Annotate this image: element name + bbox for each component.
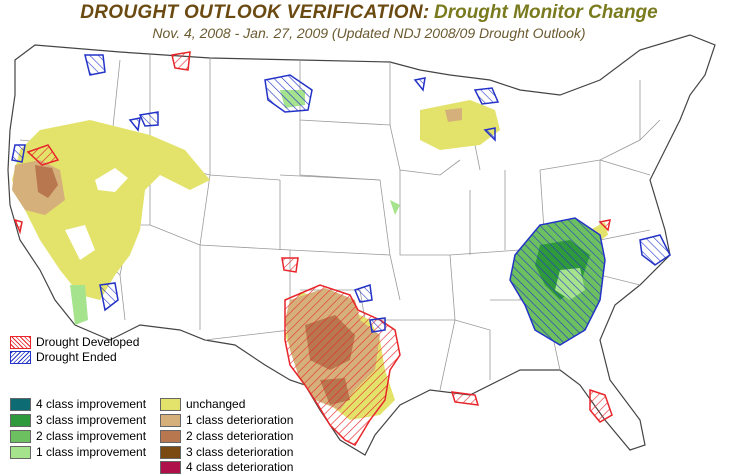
legend-label: Drought Developed: [36, 335, 140, 349]
legend-label: 1 class improvement: [36, 445, 147, 459]
us-outline: [7, 34, 716, 456]
legend-label: 2 class improvement: [36, 429, 147, 443]
legend-2-class-improvement: 2 class improvement: [10, 429, 146, 443]
legend-label: 4 class improvement: [36, 397, 147, 411]
title-main: DROUGHT OUTLOOK VERIFICATION:: [80, 2, 430, 23]
blue-hatch-swatch: [10, 350, 31, 364]
no-drought-holes: [65, 168, 128, 260]
legend-label: Drought Ended: [36, 350, 117, 364]
red-hatch-swatch: [10, 335, 31, 349]
legend-1-class-improvement: 1 class improvement: [10, 445, 146, 459]
swatch: [10, 429, 31, 443]
legend-label: 2 class deterioration: [186, 429, 294, 443]
legend-2-class-deterioration: 2 class deterioration: [160, 429, 293, 443]
drought-ended-areas: [11, 54, 671, 333]
legend-unchanged: unchanged: [160, 397, 245, 411]
legend-label: 3 class improvement: [36, 413, 147, 427]
legend-3-class-improvement: 3 class improvement: [10, 413, 146, 427]
swatch: [160, 429, 181, 443]
title-sub: Drought Monitor Change: [433, 2, 658, 23]
legend-label: 4 class deterioration: [186, 460, 294, 474]
swatch: [160, 397, 181, 411]
map-subtitle: Nov. 4, 2008 - Jan. 27, 2009 (Updated ND…: [152, 25, 586, 41]
swatch: [160, 460, 181, 474]
swatch: [160, 413, 181, 427]
legend-3-class-deterioration: 3 class deterioration: [160, 445, 293, 459]
swatch: [10, 413, 31, 427]
legend-drought-ended: Drought Ended: [10, 350, 117, 364]
legend-label: 1 class deterioration: [186, 413, 294, 427]
swatch: [10, 397, 31, 411]
swatch: [10, 445, 31, 459]
southeast-improvement: [509, 217, 606, 346]
legend-label: unchanged: [186, 397, 246, 411]
legend-4-class-improvement: 4 class improvement: [10, 397, 146, 411]
legend-drought-developed: Drought Developed: [10, 335, 139, 349]
legend-4-class-deterioration: 4 class deterioration: [160, 460, 293, 474]
swatch: [160, 445, 181, 459]
legend-1-class-deterioration: 1 class deterioration: [160, 413, 293, 427]
map-title: DROUGHT OUTLOOK VERIFICATION: Drought Mo…: [0, 2, 738, 24]
legend-label: 3 class deterioration: [186, 445, 294, 459]
